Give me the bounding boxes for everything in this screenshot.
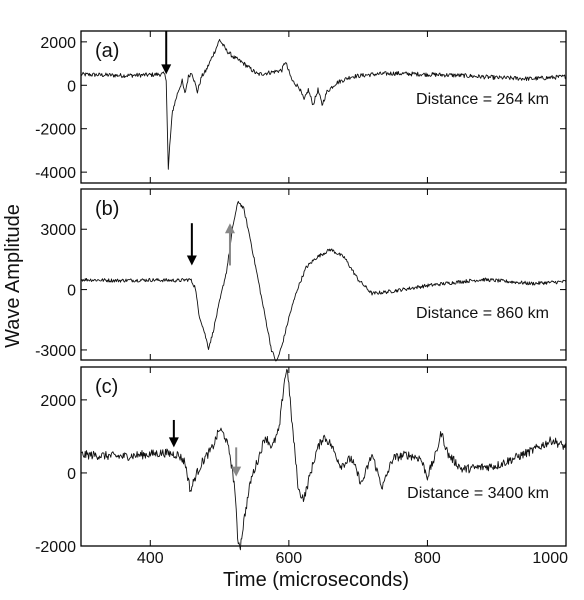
panel-frame [80,188,567,361]
phase-arrow [224,223,235,266]
panel-frame [80,30,567,184]
panel-a: 2000 0 -2000 -4000 (a) Distance = 264 km [35,30,567,184]
x-axis-title: Time (microseconds) [223,569,409,591]
y-axis-title: Wave Amplitude [2,204,24,348]
waveform-line [80,38,566,170]
y-tick-label: 0 [67,78,76,95]
panel-b: 3000 0 -3000 (b) Distance = 860 km [35,188,567,362]
y-tick-label: -2000 [35,122,76,139]
distance-annotation: Distance = 3400 km [407,485,549,502]
y-tick-label: -3000 [35,343,76,360]
y-tick-label: -4000 [35,165,76,182]
y-tick-label: 0 [67,466,76,483]
panel-c: 2000 0 -2000 (c) Distance = 3400 km [35,366,567,556]
distance-annotation: Distance = 860 km [416,305,549,322]
y-tick-label: 2000 [40,35,76,52]
arrival-arrow [186,223,197,266]
panel-label: (c) [95,376,118,398]
phase-arrow [231,447,242,477]
arrival-arrow [168,419,179,448]
panel-frame [80,366,567,547]
distance-annotation: Distance = 264 km [416,91,549,108]
y-tick-label: 3000 [40,222,76,239]
waveform-line [81,200,567,362]
x-tick-label: 400 [137,550,164,567]
arrival-arrow [161,31,172,75]
x-tick-label: 1000 [532,550,568,567]
x-tick-label: 800 [414,550,441,567]
y-tick-label: 0 [67,283,76,300]
y-tick-label: -2000 [35,539,76,556]
x-tick-label: 600 [276,550,303,567]
panel-label: (a) [95,40,119,62]
waveform-line [80,368,567,551]
y-tick-label: 2000 [40,393,76,410]
panel-label: (b) [95,198,119,220]
